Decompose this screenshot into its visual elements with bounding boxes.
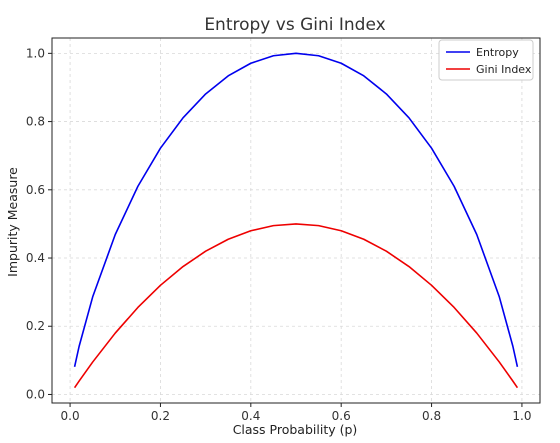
y-axis-label: Impurity Measure (5, 167, 20, 277)
x-tick-label-0: 0.0 (61, 409, 80, 423)
legend-label-gini: Gini Index (476, 63, 532, 76)
grid (52, 38, 540, 403)
y-tick-label-0: 0.0 (26, 387, 45, 401)
y-tick-label-3: 0.6 (26, 183, 45, 197)
chart-title: Entropy vs Gini Index (204, 15, 385, 35)
y-tick-label-5: 1.0 (26, 46, 45, 60)
legend-box (438, 39, 534, 81)
x-tick-label-1: 0.2 (151, 409, 170, 423)
y-tick-label-4: 0.8 (26, 115, 45, 129)
legend-label-entropy: Entropy (476, 46, 519, 59)
x-axis-label: Class Probability (p) (233, 422, 358, 437)
y-tick-label-2: 0.4 (26, 251, 45, 265)
x-tick-label-3: 0.6 (332, 409, 351, 423)
y-axis: 0.0 0.2 0.4 0.6 0.8 1.0 (26, 46, 52, 401)
legend: Entropy Gini Index (438, 39, 534, 81)
series-line-entropy (73, 52, 519, 368)
y-tick-label-1: 0.2 (26, 319, 45, 333)
x-tick-label-4: 0.8 (422, 409, 441, 423)
plot-frame (51, 37, 541, 404)
x-axis: 0.0 0.2 0.4 0.6 0.8 1.0 (61, 403, 531, 423)
x-tick-label-5: 1.0 (512, 409, 531, 423)
series-layer (73, 52, 519, 389)
x-tick-label-2: 0.4 (241, 409, 260, 423)
series-line-gini-index (73, 223, 519, 389)
